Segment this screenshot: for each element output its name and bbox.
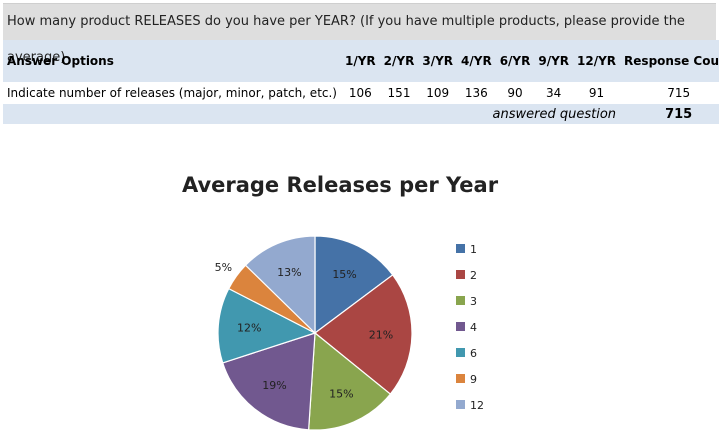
pie-slice-12 (244, 235, 316, 335)
pie-slice-6 (217, 287, 317, 364)
pie-slice-1 (314, 235, 394, 335)
legend-label-4: 4 (470, 321, 477, 334)
row-response-count: 715 (620, 82, 719, 104)
table-header-row: Answer Options 1/YR 2/YR 3/YR 4/YR 6/YR … (3, 40, 719, 82)
header-response-count: Response Count (620, 40, 719, 82)
legend-label-12: 12 (470, 399, 484, 412)
row-value: 109 (418, 82, 458, 104)
header-col: 3/YR (418, 40, 458, 82)
answered-row: answered question 715 (3, 104, 719, 124)
row-value: 90 (495, 82, 535, 104)
row-value: 106 (341, 82, 380, 104)
row-value: 151 (379, 82, 419, 104)
pie-slice-3 (307, 331, 392, 431)
legend-label-3: 3 (470, 295, 477, 308)
chart-title: Average Releases per Year (181, 173, 499, 197)
legend-label-2: 2 (470, 269, 477, 282)
row-value: 34 (534, 82, 574, 104)
legend-swatch-6 (456, 348, 465, 357)
header-col: 9/YR (534, 40, 574, 82)
answered-question-value: 715 (620, 104, 719, 124)
header-col: 6/YR (495, 40, 535, 82)
pie-slice-4 (221, 332, 316, 431)
header-col: 4/YR (457, 40, 496, 82)
row-label: Indicate number of releases (major, mino… (3, 82, 341, 104)
legend-label-6: 6 (470, 347, 477, 360)
header-col: 1/YR (341, 40, 380, 82)
pie-label-9: 5% (215, 261, 232, 274)
header-answer-options: Answer Options (3, 40, 341, 82)
survey-table: How many product RELEASES do you have pe… (3, 3, 719, 124)
legend-label-1: 1 (470, 243, 477, 256)
results-table: Answer Options 1/YR 2/YR 3/YR 4/YR 6/YR … (3, 40, 719, 124)
pie-label-1: 15% (332, 268, 356, 281)
table-row: Indicate number of releases (major, mino… (3, 82, 719, 104)
legend-label-9: 9 (470, 373, 477, 386)
pie-label-3: 15% (329, 387, 353, 400)
legend-swatch-4 (456, 322, 465, 331)
header-col: 12/YR (573, 40, 621, 82)
pie-label-4: 19% (262, 379, 286, 392)
legend-swatch-3 (456, 296, 465, 305)
header-col: 2/YR (379, 40, 419, 82)
legend-swatch-2 (456, 270, 465, 279)
legend-swatch-12 (456, 400, 465, 409)
pie-label-12: 13% (277, 266, 301, 279)
row-value: 91 (573, 82, 621, 104)
legend-swatch-9 (456, 374, 465, 383)
answered-question-label: answered question (3, 104, 621, 124)
pie-label-6: 12% (237, 322, 261, 335)
pie-slice-2 (314, 274, 413, 395)
legend-swatch-1 (456, 244, 465, 253)
pie-label-2: 21% (369, 328, 393, 341)
row-value: 136 (457, 82, 496, 104)
